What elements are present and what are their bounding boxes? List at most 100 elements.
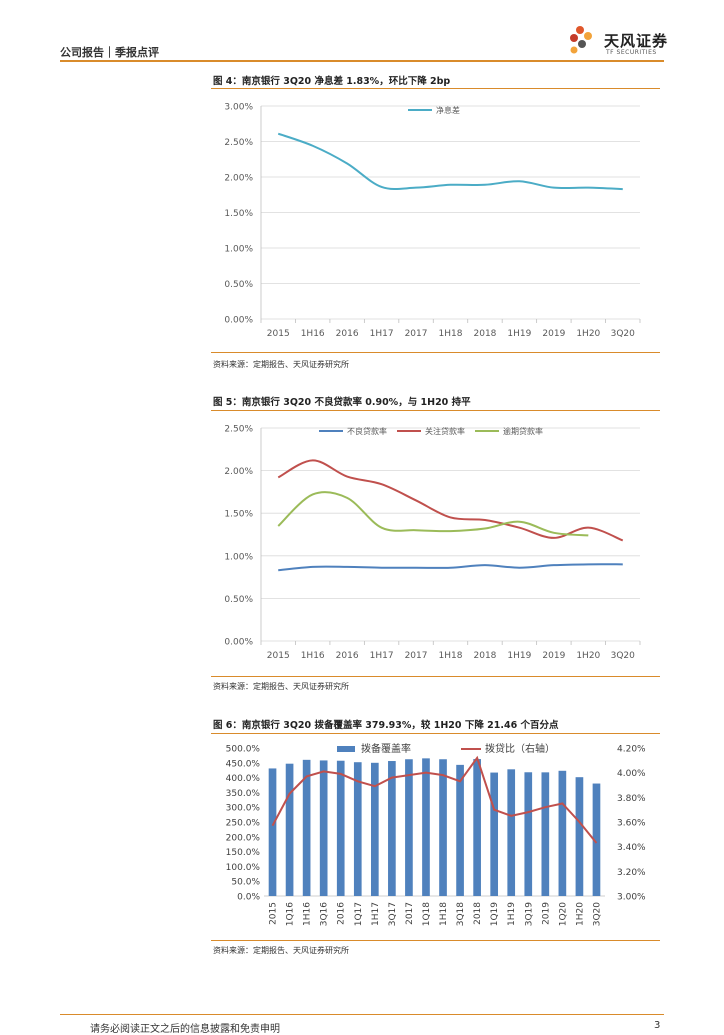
legend-swatch-bar [337,746,355,752]
x-tick-label: 1Q17 [354,902,364,926]
y-right-tick-label: 3.20% [617,868,646,878]
y-tick-label: 1.00% [224,552,253,562]
x-tick-label: 1H16 [303,902,313,926]
y-tick-label: 1.00% [224,245,253,255]
y-left-tick-label: 250.0% [226,819,261,829]
x-tick-label: 1Q18 [422,902,432,927]
footer-divider [60,1014,664,1015]
legend-label: 净息差 [436,105,460,115]
x-tick-label: 3Q20 [592,902,602,927]
x-tick-label: 2017 [405,902,415,925]
legend-label: 不良贷款率 [347,426,387,436]
y-right-tick-label: 3.80% [617,794,646,804]
bar-provision-coverage [319,760,328,896]
series-line-loan-provision-ratio [271,755,598,844]
x-tick-label: 1H16 [301,651,325,661]
nim-line-chart: 0.00% 0.50% 1.00% 1.50% 2.00% 2.50% 3.00% 2015 1… [224,103,641,339]
y-tick-label: 1.50% [224,510,253,520]
x-tick-label: 2015 [269,902,279,925]
x-tick-label: 1Q20 [558,902,568,927]
x-tick-label: 3Q18 [456,902,466,927]
y-tick-label: 0.50% [224,280,253,290]
y-tick-label: 2.00% [224,174,253,184]
figure-6-title: 图 6：南京银行 3Q20 拨备覆盖率 379.93%，较 1H20 下降 21… [213,720,559,731]
bar-provision-coverage [524,772,533,896]
bar-provision-coverage [507,769,516,896]
x-tick-label: 1H20 [575,902,585,926]
x-tick-label: 3Q20 [611,329,636,339]
x-tick-label: 3Q20 [611,651,636,661]
bar-provision-coverage [541,772,550,896]
bar-provision-coverage [268,768,277,896]
y-left-tick-label: 150.0% [226,848,261,858]
y-left-tick-label: 350.0% [226,789,261,799]
y-tick-label: 1.50% [224,209,253,219]
x-tick-label: 1H17 [370,651,394,661]
x-tick-label: 1Q16 [286,902,296,927]
x-tick-label: 1H19 [507,902,517,926]
series-line-不良贷款率 [278,563,623,572]
header-divider [60,60,664,62]
y-left-tick-label: 50.0% [231,878,260,888]
bar-provision-coverage [592,783,601,896]
figure-4-title: 图 4：南京银行 3Q20 净息差 1.83%，环比下降 2bp [213,76,451,87]
series-line-关注贷款率 [277,459,624,542]
y-left-tick-label: 500.0% [226,745,261,755]
x-tick-label: 2015 [267,329,290,339]
x-tick-label: 2019 [541,902,551,925]
bar-provision-coverage [405,759,413,896]
logo-subtitle: TF SECURITIES [606,49,657,56]
x-tick-label: 2016 [336,651,359,661]
y-tick-label: 2.00% [224,467,253,477]
figure-5-top-rule [211,410,660,411]
figure-5-bottom-rule [211,676,660,677]
legend-label: 拨贷比（右轴） [485,742,555,755]
y-right-tick-label: 3.40% [617,843,646,853]
bar-provision-coverage [456,764,464,896]
x-tick-label: 2019 [542,651,565,661]
y-left-tick-label: 0.0% [237,893,260,903]
bar-provision-coverage [302,759,311,896]
y-tick-label: 0.50% [224,595,253,605]
legend-label: 拨备覆盖率 [361,742,411,755]
y-right-tick-label: 3.00% [617,893,646,903]
series-line-逾期贷款率 [277,491,589,537]
figure-4-bottom-rule [211,352,660,353]
x-tick-label: 2018 [473,902,483,925]
x-tick-label: 2016 [336,329,359,339]
logo-name: 天风证券 [604,32,669,50]
company-logo [570,26,592,54]
x-tick-label: 1H18 [439,902,449,926]
figure-6-bottom-rule [211,940,660,941]
bar-provision-coverage [388,761,396,896]
provision-combo-chart: 0.0% 50.0% 100.0% 150.0% 200.0% 250.0% 300.0% 3… [226,742,646,927]
x-tick-label: 1H19 [507,329,531,339]
bar-provision-coverage [336,760,345,896]
bar-provision-coverage [353,762,362,896]
y-left-tick-label: 100.0% [226,863,261,873]
x-tick-label: 2018 [474,651,497,661]
x-tick-label: 1H18 [439,329,463,339]
figure-4-top-rule [211,88,660,89]
y-left-tick-label: 450.0% [226,759,261,769]
x-tick-label: 3Q19 [524,902,534,927]
x-tick-label: 2018 [474,329,497,339]
x-tick-label: 2017 [405,329,428,339]
x-tick-label: 1H18 [439,651,463,661]
series-line-净息差 [277,132,623,191]
y-tick-label: 2.50% [224,138,253,148]
figure-6-top-rule [211,733,660,734]
bar-provision-coverage [558,770,567,896]
npl-line-chart: 0.00% 0.50% 1.00% 1.50% 2.00% 2.50% 2015 1H16 20… [224,425,641,661]
figure-5-title: 图 5：南京银行 3Q20 不良贷款率 0.90%，与 1H20 持平 [213,397,471,408]
x-tick-label: 1Q19 [490,902,500,927]
legend-label: 关注贷款率 [425,426,465,436]
figure-4-source: 资料来源：定期报告、天风证券研究所 [213,360,349,369]
y-right-tick-label: 4.20% [617,745,646,755]
x-tick-label: 1H20 [576,651,600,661]
bar-provision-coverage [575,777,584,896]
x-tick-label: 1H16 [301,329,325,339]
y-right-tick-label: 3.60% [617,819,646,829]
figure-5-source: 资料来源：定期报告、天风证券研究所 [213,682,349,691]
y-tick-label: 2.50% [224,425,253,435]
